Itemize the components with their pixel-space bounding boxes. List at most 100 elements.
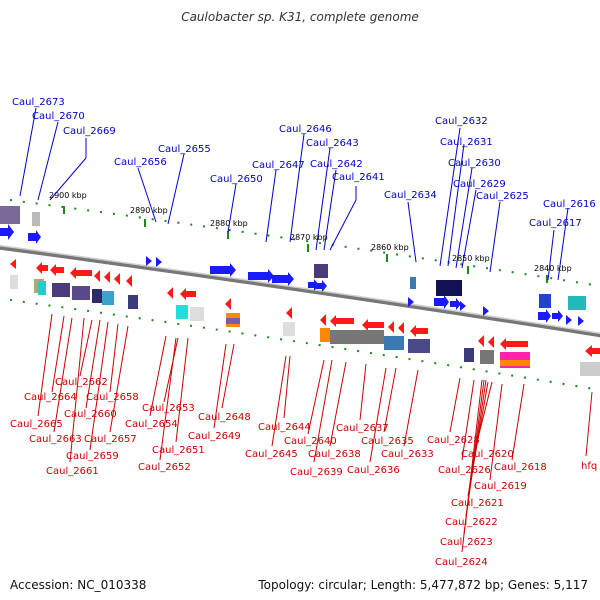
gene-label: Caul_2618 [494,462,547,473]
gene-label: Caul_2629 [453,179,506,190]
gene-label: Caul_2662 [55,377,108,388]
reverse-gene-labels: Caul_2665 Caul_2664 Caul_2663 Caul_2662 … [10,377,597,568]
gene-arrow [50,264,64,276]
gene-label: Caul_2658 [86,392,139,403]
gene-label: Caul_2661 [46,466,99,477]
figure-title: Caulobacter sp. K31, complete genome [181,10,419,24]
gene-label: Caul_2655 [158,144,211,155]
domain-box [410,277,416,289]
scale-label: 2900 kbp [49,191,87,200]
genome-backbone-highlight [0,244,600,334]
leader-line [163,337,179,403]
gene-arrow [500,338,528,350]
gene-arrow [156,257,162,267]
domain-box [0,206,20,224]
domain-boxes [0,206,600,376]
leader-line [455,167,473,269]
scale-label: 2850 kbp [452,254,490,263]
domain-box [568,296,586,310]
gene-arrow [585,345,600,357]
domain-box [176,305,188,319]
domain-box [464,348,474,362]
topology-label: Topology: circular; Length: 5,477,872 bp… [258,578,588,592]
gene-label: Caul_2637 [336,423,389,434]
gene-label: Caul_2656 [114,157,167,168]
leader-line [69,317,85,463]
leader-line [221,343,235,409]
domain-box [283,322,295,336]
gene-label: Caul_2670 [32,111,85,122]
leader-line [159,337,177,461]
gene-label: Caul_2630 [448,158,501,169]
leader-line [167,153,185,225]
leader-line [49,157,87,201]
domain-box [539,294,551,308]
gene-label: Caul_2653 [142,403,195,414]
leader-line [329,199,357,251]
leader-line [283,355,291,419]
gene-arrow [286,307,292,319]
gene-arrow [180,288,196,300]
scale-label: 2890 kbp [130,206,168,215]
gene-arrow [316,280,327,292]
gene-arrow [272,272,294,286]
leader-line [449,377,461,433]
domain-box [330,330,384,344]
domain-box [314,264,328,278]
gene-arrow [408,297,414,307]
gene-arrow [210,263,236,277]
gene-label: Caul_2617 [529,218,582,229]
gene-arrow [330,315,354,327]
leader-line [315,147,331,251]
gene-arrow [320,314,326,326]
gene-label: Caul_2649 [188,431,241,442]
gene-label: Caul_2638 [308,449,361,460]
domain-box [436,280,462,296]
gene-label: Caul_2616 [543,199,596,210]
gene-label: Caul_2648 [198,412,251,423]
gene-arrow [36,262,48,274]
leader-line [329,361,347,447]
gene-arrow [460,301,466,311]
leader-line [439,127,461,267]
gene-arrow [362,319,384,331]
domain-box [480,350,494,364]
gene-label: Caul_2642 [310,159,363,170]
gene-label: Caul_2664 [24,392,77,403]
leader-line [489,383,503,481]
gene-label: Caul_2643 [306,138,359,149]
gene-label: Caul_2622 [445,517,498,528]
leader-line [461,379,475,461]
gene-label: Caul_2631 [440,137,493,148]
leader-line [109,325,129,433]
gene-label: Caul_2619 [474,481,527,492]
gene-arrow [10,259,16,269]
gene-arrow [104,271,110,283]
domain-box [408,339,430,353]
leader-line [37,121,59,201]
gene-arrow [398,322,404,334]
gene-label: Caul_2660 [64,409,117,420]
gene-label: Caul_2626 [438,465,491,476]
gene-label: Caul_2635 [361,436,414,447]
gene-label: Caul_2654 [125,419,178,430]
leader-line [383,367,397,433]
gene-arrow [28,230,41,244]
gene-arrow [70,267,92,279]
gene-arrow [146,256,152,266]
domain-box [72,286,90,300]
gene-arrow [0,224,14,240]
gene-arrow [450,298,461,310]
reverse-label-lines [37,313,593,553]
domain-box [128,295,138,309]
gene-label: Caul_2646 [279,124,332,135]
gene-label: Caul_2633 [381,449,434,460]
gene-label: Caul_2639 [290,467,343,478]
gene-arrow [167,287,173,299]
gene-arrow [578,316,584,326]
domain-box [320,328,330,342]
gene-arrow [566,315,572,325]
gene-label: Caul_2673 [12,97,65,108]
